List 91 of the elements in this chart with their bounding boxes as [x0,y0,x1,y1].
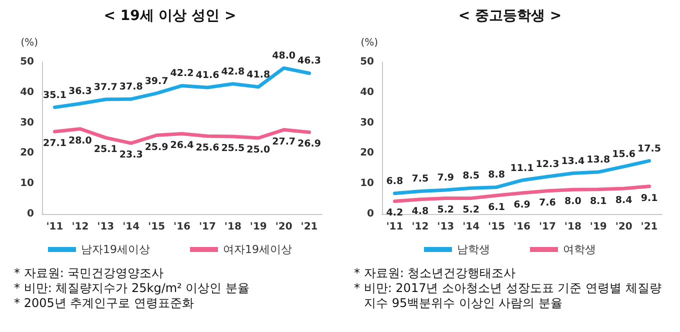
x-tick-label: '19 [590,222,607,232]
data-label: 28.0 [68,135,92,146]
data-label: 35.1 [43,90,66,101]
legend-label: 여학생 [563,243,596,256]
data-label: 8.4 [615,194,633,206]
x-tick-label: '20 [275,222,292,232]
data-label: 26.9 [298,138,321,150]
text: * 비만: 2017년 소아청소년 성장도표 기준 연령별 체질량지수 95백분위수 이상인 사람의 분율 [354,281,662,311]
x-tick-label: '14 [462,222,480,232]
y-tick-label: 40 [360,86,374,98]
data-label: 7.6 [539,197,556,208]
y-tick-label: 30 [20,117,34,128]
data-label: 6.1 [488,202,505,213]
legend-label: 남자19세이상 [81,243,150,256]
x-tick-label: '14 [122,222,140,232]
y-axis-title: (%) [20,38,38,48]
data-label: 7.9 [437,172,454,184]
data-label: 8.1 [590,196,607,207]
data-label: 15.6 [612,149,636,160]
data-label: 6.8 [386,176,404,187]
x-tick-label: '19 [250,222,267,232]
x-tick-label: '13 [437,222,454,232]
data-label: 41.8 [246,69,270,80]
y-tick-label: 10 [20,178,34,190]
data-label: 17.5 [638,143,661,154]
data-label: 6.9 [514,200,530,211]
y-axis-title: (%) [360,38,378,48]
x-tick-label: '17 [538,222,556,232]
y-tick-label: 20 [20,148,34,159]
data-label: 4.8 [412,206,429,217]
chart-title: < 19세 이상 성인 > [104,8,236,24]
data-label: 23.3 [119,150,143,161]
data-label: 37.8 [119,82,144,93]
data-label: 25.0 [246,144,270,156]
data-label: 27.7 [272,136,296,148]
x-tick-label: '17 [198,222,216,232]
data-label: 4.2 [386,208,404,219]
x-tick-label: '12 [412,222,429,232]
data-label: 48.0 [272,50,296,62]
legend-label: 여자19세이상 [223,243,292,256]
data-label: 8.5 [462,170,480,182]
y-tick-label: 40 [20,86,34,98]
data-label: 8.0 [564,196,582,208]
x-tick-label: '21 [300,222,318,232]
x-tick-label: '16 [174,222,191,232]
y-tick-label: 20 [360,148,374,159]
x-tick-label: '21 [640,222,658,232]
x-tick-label: '20 [615,222,632,232]
data-label: 25.9 [144,142,168,153]
data-label: 46.3 [298,56,321,67]
data-label: 25.6 [196,142,220,154]
data-label: 37.7 [94,82,118,93]
y-tick-label: 10 [360,178,374,190]
x-tick-label: '15 [488,222,506,232]
y-tick-label: 30 [360,117,374,128]
data-label: 12.3 [536,159,560,170]
legend-label: 남학생 [457,243,490,256]
data-label: 26.4 [170,140,194,152]
data-label: 42.2 [170,68,194,80]
text: * 비만: 체질량지수가 25kg/m² 이상인 분율 [14,281,250,296]
x-tick-label: '12 [72,222,89,232]
data-label: 5.2 [437,204,454,216]
x-tick-label: '13 [97,222,114,232]
text: * 자료원: 청소년건강행태조사 [354,266,517,281]
data-label: 36.3 [68,86,92,98]
x-tick-label: '16 [514,222,531,232]
x-tick-label: '18 [564,222,582,232]
x-tick-label: '11 [386,222,404,232]
data-label: 27.1 [43,138,66,150]
data-label: 25.1 [94,144,118,156]
text: * 2005년 추계인구로 연령표준화 [14,296,195,311]
data-label: 39.7 [144,76,168,87]
y-tick-label: 50 [360,56,374,68]
text: * 자료원: 국민건강영양조사 [14,266,165,281]
data-label: 5.2 [462,204,480,216]
data-label: 25.5 [221,142,245,154]
chart-title: < 중고등학생 > [458,8,562,24]
data-label: 42.8 [221,66,246,78]
data-label: 8.8 [488,170,506,181]
x-tick-label: '18 [224,222,242,232]
data-label: 9.1 [640,192,658,204]
data-label: 13.8 [586,154,610,166]
data-label: 41.6 [196,70,220,82]
y-tick-label: 50 [20,56,34,68]
y-tick-label: 0 [367,208,374,220]
data-label: 7.5 [412,174,429,185]
data-label: 11.1 [510,162,534,174]
data-label: 13.4 [561,156,586,167]
y-tick-label: 0 [27,208,34,220]
x-tick-label: '11 [46,222,64,232]
x-tick-label: '15 [148,222,166,232]
